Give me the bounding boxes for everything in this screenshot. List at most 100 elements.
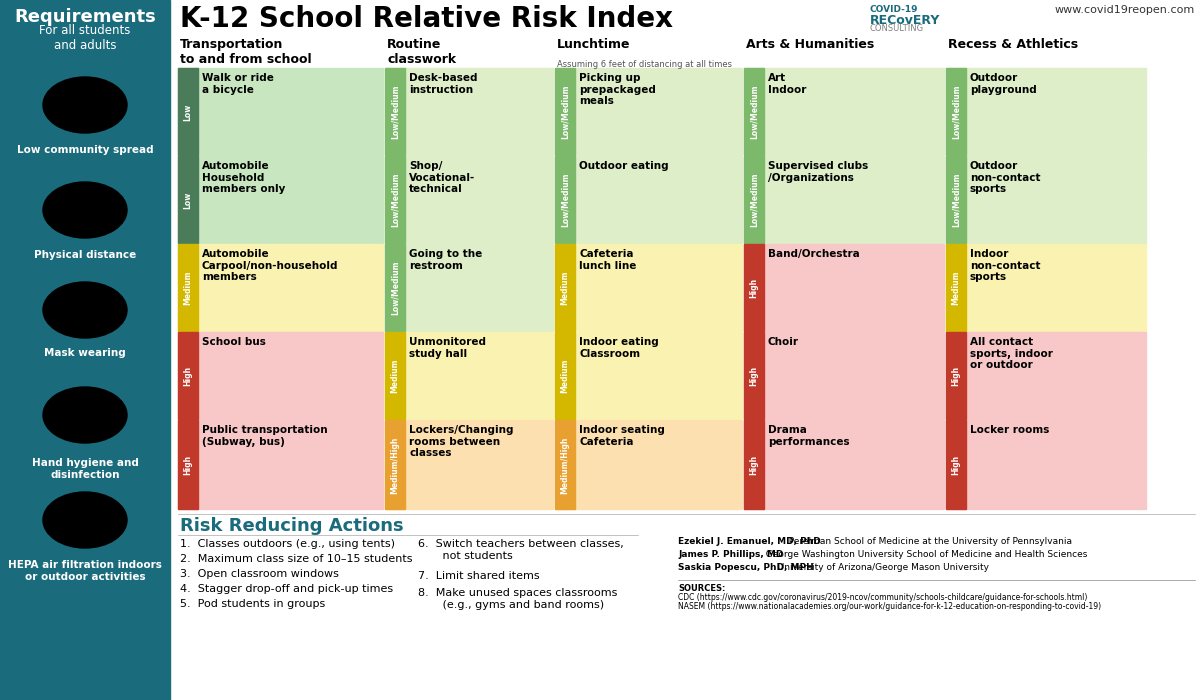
Text: 4.  Stagger drop-off and pick-up times: 4. Stagger drop-off and pick-up times bbox=[180, 584, 394, 594]
Text: Outdoor
non-contact
sports: Outdoor non-contact sports bbox=[970, 161, 1040, 194]
Text: University of Arizona/George Mason University: University of Arizona/George Mason Unive… bbox=[772, 563, 989, 572]
Bar bbox=[554, 420, 575, 509]
Bar bbox=[744, 68, 944, 155]
Text: CDC (https://www.cdc.gov/coronavirus/2019-ncov/community/schools-childcare/guida: CDC (https://www.cdc.gov/coronavirus/201… bbox=[678, 593, 1087, 602]
Text: High: High bbox=[750, 278, 758, 298]
Text: Outdoor eating: Outdoor eating bbox=[580, 161, 668, 171]
Bar bbox=[178, 244, 383, 331]
Bar bbox=[946, 332, 1146, 419]
Text: Low/Medium: Low/Medium bbox=[952, 173, 960, 228]
Bar bbox=[385, 68, 406, 155]
Text: Medium: Medium bbox=[390, 358, 400, 393]
Bar bbox=[385, 332, 406, 419]
Text: Public transportation
(Subway, bus): Public transportation (Subway, bus) bbox=[202, 425, 328, 447]
Text: K-12 School Relative Risk Index: K-12 School Relative Risk Index bbox=[180, 5, 673, 33]
Text: Indoor seating
Cafeteria: Indoor seating Cafeteria bbox=[580, 425, 665, 447]
Text: HEPA air filtration indoors
or outdoor activities: HEPA air filtration indoors or outdoor a… bbox=[8, 560, 162, 582]
Bar bbox=[554, 244, 575, 331]
Bar bbox=[946, 244, 1146, 331]
Bar bbox=[178, 332, 198, 419]
Bar bbox=[554, 244, 742, 331]
Text: Lunchtime: Lunchtime bbox=[557, 38, 630, 51]
Bar bbox=[178, 68, 198, 155]
Text: 2.  Maximum class size of 10–15 students: 2. Maximum class size of 10–15 students bbox=[180, 554, 413, 564]
Text: Medium: Medium bbox=[952, 271, 960, 305]
Bar bbox=[946, 156, 966, 243]
Ellipse shape bbox=[43, 282, 127, 338]
Text: Ezekiel J. Emanuel, MD, PhD: Ezekiel J. Emanuel, MD, PhD bbox=[678, 537, 821, 546]
Text: Automobile
Carpool/non-household
members: Automobile Carpool/non-household members bbox=[202, 249, 338, 282]
Text: Physical distance: Physical distance bbox=[34, 250, 136, 260]
Text: Desk-based
instruction: Desk-based instruction bbox=[409, 73, 478, 94]
Bar bbox=[554, 156, 575, 243]
Text: 3.  Open classroom windows: 3. Open classroom windows bbox=[180, 569, 338, 579]
Text: Band/Orchestra: Band/Orchestra bbox=[768, 249, 859, 259]
Text: 8.  Make unused spaces classrooms
       (e.g., gyms and band rooms): 8. Make unused spaces classrooms (e.g., … bbox=[418, 588, 617, 610]
Text: Medium/High: Medium/High bbox=[390, 436, 400, 494]
Bar bbox=[554, 420, 742, 509]
Bar bbox=[385, 156, 406, 243]
Text: Locker rooms: Locker rooms bbox=[970, 425, 1049, 435]
Bar bbox=[554, 68, 575, 155]
Text: Art
Indoor: Art Indoor bbox=[768, 73, 806, 94]
Text: Indoor eating
Classroom: Indoor eating Classroom bbox=[580, 337, 659, 358]
Bar bbox=[385, 332, 553, 419]
Bar bbox=[744, 156, 764, 243]
Text: Outdoor
playground: Outdoor playground bbox=[970, 73, 1037, 94]
Text: Going to the
restroom: Going to the restroom bbox=[409, 249, 482, 271]
Text: Lockers/Changing
rooms between
classes: Lockers/Changing rooms between classes bbox=[409, 425, 514, 458]
Text: Hand hygiene and
disinfection: Hand hygiene and disinfection bbox=[31, 458, 138, 480]
Bar bbox=[178, 332, 383, 419]
Text: COVID-19: COVID-19 bbox=[870, 5, 918, 14]
Text: For all students
and adults: For all students and adults bbox=[40, 24, 131, 52]
Text: Picking up
prepackaged
meals: Picking up prepackaged meals bbox=[580, 73, 656, 106]
Text: 5.  Pod students in groups: 5. Pod students in groups bbox=[180, 599, 325, 609]
Text: Arts & Humanities: Arts & Humanities bbox=[746, 38, 875, 51]
Text: Low: Low bbox=[184, 191, 192, 209]
Bar bbox=[744, 68, 764, 155]
Text: Low/Medium: Low/Medium bbox=[750, 85, 758, 139]
Text: Requirements: Requirements bbox=[14, 8, 156, 26]
Text: High: High bbox=[952, 455, 960, 475]
Text: Low/Medium: Low/Medium bbox=[560, 173, 570, 228]
Text: Choir: Choir bbox=[768, 337, 799, 347]
Bar bbox=[385, 244, 406, 331]
Bar bbox=[946, 68, 1146, 155]
Bar bbox=[946, 420, 966, 509]
Text: All contact
sports, indoor
or outdoor: All contact sports, indoor or outdoor bbox=[970, 337, 1052, 370]
Bar bbox=[744, 332, 764, 419]
Text: Perelman School of Medicine at the University of Pennsylvania: Perelman School of Medicine at the Unive… bbox=[784, 537, 1073, 546]
Text: Drama
performances: Drama performances bbox=[768, 425, 850, 447]
Ellipse shape bbox=[43, 182, 127, 238]
Bar bbox=[178, 420, 198, 509]
Bar bbox=[554, 156, 742, 243]
Bar bbox=[0, 0, 170, 700]
Text: NASEM (https://www.nationalacademies.org/our-work/guidance-for-k-12-education-on: NASEM (https://www.nationalacademies.org… bbox=[678, 602, 1102, 611]
Text: Supervised clubs
/Organizations: Supervised clubs /Organizations bbox=[768, 161, 869, 183]
Text: Routine
classwork: Routine classwork bbox=[386, 38, 456, 66]
Bar bbox=[178, 420, 383, 509]
Text: Medium/High: Medium/High bbox=[560, 436, 570, 494]
Bar bbox=[744, 332, 944, 419]
Text: Low: Low bbox=[184, 104, 192, 120]
Text: Low/Medium: Low/Medium bbox=[390, 85, 400, 139]
Text: High: High bbox=[750, 366, 758, 386]
Text: Unmonitored
study hall: Unmonitored study hall bbox=[409, 337, 486, 358]
Text: Risk Reducing Actions: Risk Reducing Actions bbox=[180, 517, 403, 535]
Bar bbox=[178, 156, 383, 243]
Bar bbox=[554, 68, 742, 155]
Bar bbox=[385, 244, 553, 331]
Text: Medium: Medium bbox=[560, 271, 570, 305]
Text: Low community spread: Low community spread bbox=[17, 145, 154, 155]
Bar bbox=[178, 68, 383, 155]
Text: Medium: Medium bbox=[560, 358, 570, 393]
Text: Shop/
Vocational-
technical: Shop/ Vocational- technical bbox=[409, 161, 475, 194]
Text: Walk or ride
a bicycle: Walk or ride a bicycle bbox=[202, 73, 274, 94]
Text: James P. Phillips, MD: James P. Phillips, MD bbox=[678, 550, 784, 559]
Bar bbox=[178, 244, 198, 331]
Text: Saskia Popescu, PhD, MPH: Saskia Popescu, PhD, MPH bbox=[678, 563, 814, 572]
Text: 6.  Switch teachers between classes,
       not students: 6. Switch teachers between classes, not … bbox=[418, 539, 624, 561]
Ellipse shape bbox=[43, 77, 127, 133]
Text: Low/Medium: Low/Medium bbox=[952, 85, 960, 139]
Ellipse shape bbox=[43, 492, 127, 548]
